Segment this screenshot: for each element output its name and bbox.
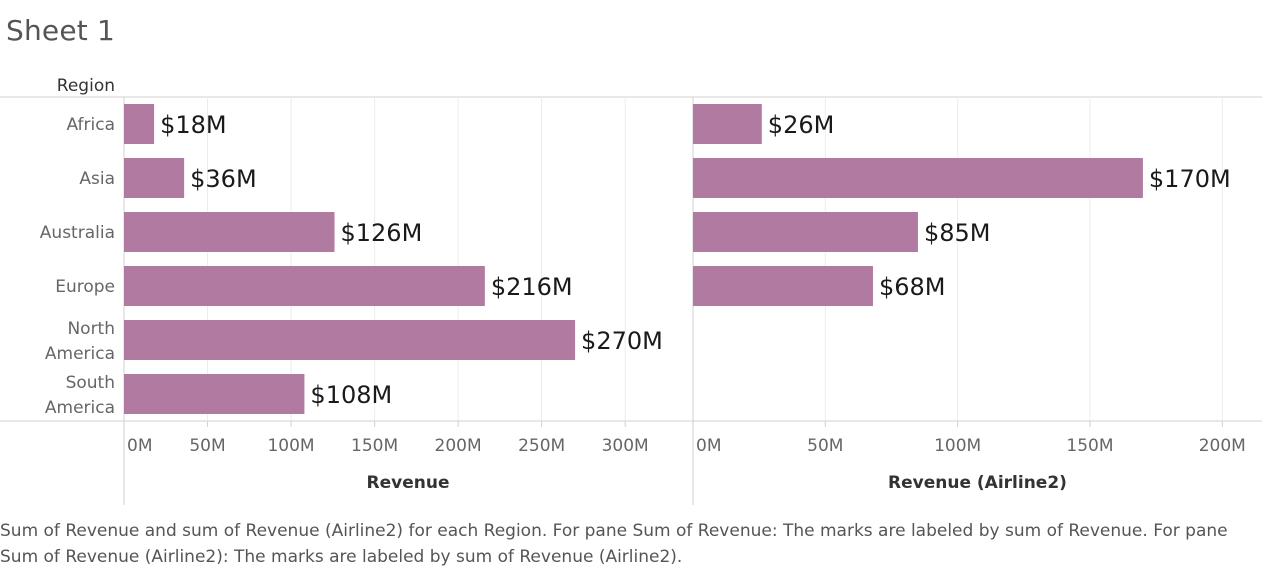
bar-data-label: $68M <box>879 273 946 301</box>
bar <box>124 158 185 198</box>
bar-data-label: $26M <box>768 111 835 139</box>
bar-data-label: $170M <box>1149 165 1231 193</box>
x-tick-label: 100M <box>934 436 981 456</box>
bar-data-label: $126M <box>340 219 422 247</box>
x-tick-label: 250M <box>518 436 565 456</box>
bar <box>693 266 873 306</box>
x-tick-label: 0M <box>696 436 721 456</box>
category-label: Europe <box>55 277 115 297</box>
x-tick-label: 0M <box>127 436 152 456</box>
bar <box>124 104 155 144</box>
bar-chart: Region 0M 50M 100M 150M 200M 250M 300M Revenue $1… <box>0 76 1262 505</box>
bar <box>124 266 485 306</box>
bar-data-label: $270M <box>581 327 663 355</box>
category-label: America <box>45 398 115 418</box>
sheet-title: Sheet 1 <box>6 14 116 47</box>
bar <box>124 320 576 360</box>
bar-data-label: $108M <box>310 381 392 409</box>
x-tick-label: 150M <box>1066 436 1113 456</box>
bar-data-label: $85M <box>924 219 991 247</box>
bar-data-label: $18M <box>160 111 227 139</box>
x-tick-label: 300M <box>602 436 649 456</box>
bar <box>124 374 305 414</box>
row-header-label: Region <box>57 76 115 96</box>
x-tick-label: 200M <box>1199 436 1246 456</box>
category-label: South <box>66 373 115 393</box>
category-label: Asia <box>79 169 115 189</box>
category-label: Africa <box>67 115 116 135</box>
x-tick-label: 50M <box>189 436 225 456</box>
category-label: Australia <box>40 223 115 243</box>
bar <box>124 212 335 252</box>
x-tick-label: 200M <box>435 436 482 456</box>
bar <box>693 104 762 144</box>
x-axis-title-2: Revenue (Airline2) <box>888 473 1067 493</box>
x-axis-title-1: Revenue <box>367 473 450 493</box>
bar-data-label: $36M <box>190 165 257 193</box>
bar-data-label: $216M <box>491 273 573 301</box>
x-tick-label: 100M <box>267 436 314 456</box>
x-tick-label: 150M <box>351 436 398 456</box>
category-label: North <box>67 319 115 339</box>
chart-caption: Sum of Revenue and sum of Revenue (Airli… <box>0 521 1228 567</box>
bar <box>693 212 918 252</box>
bar <box>693 158 1143 198</box>
category-label: America <box>45 344 115 364</box>
x-tick-label: 50M <box>807 436 843 456</box>
